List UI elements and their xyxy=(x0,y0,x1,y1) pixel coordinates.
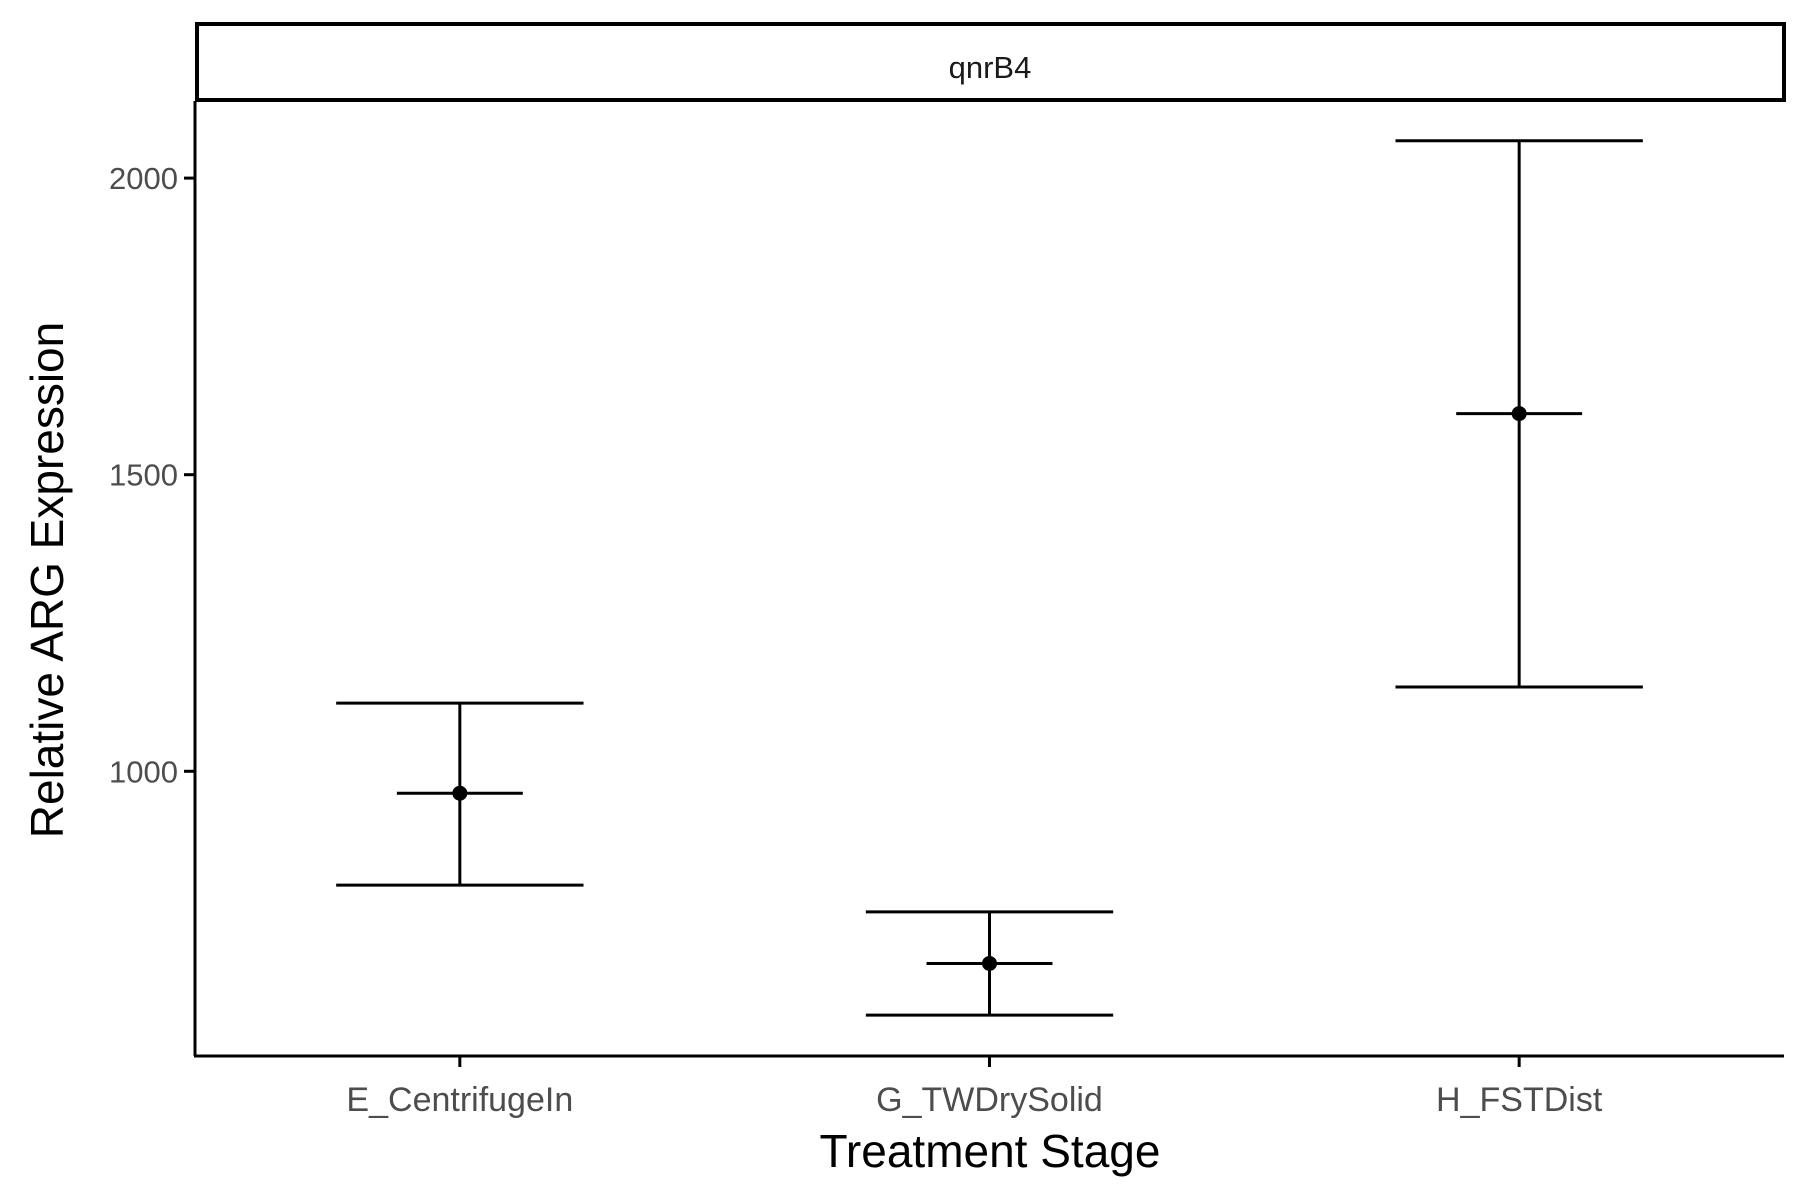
x-tick-label: H_FSTDist xyxy=(1436,1081,1603,1119)
mean-point xyxy=(1511,406,1527,422)
x-ticks: E_CentrifugeIn G_TWDrySolid H_FSTDist xyxy=(346,1056,1603,1119)
facet-strip xyxy=(195,22,1786,102)
error-bars xyxy=(336,139,1643,1017)
x-tick-label: G_TWDrySolid xyxy=(876,1081,1103,1119)
y-tick-label: 1500 xyxy=(109,458,178,493)
y-axis-title: Relative ARG Expression xyxy=(21,322,73,838)
y-tick-label: 1000 xyxy=(109,754,178,789)
x-tick-label: E_CentrifugeIn xyxy=(346,1081,573,1119)
x-axis-title: Treatment Stage xyxy=(820,1125,1161,1177)
y-tick-label: 2000 xyxy=(109,161,178,196)
mean-point xyxy=(452,785,468,801)
mean-point xyxy=(982,955,997,971)
y-ticks: 1000 1500 2000 xyxy=(109,161,195,789)
facet-label: qnrB4 xyxy=(949,50,1032,85)
